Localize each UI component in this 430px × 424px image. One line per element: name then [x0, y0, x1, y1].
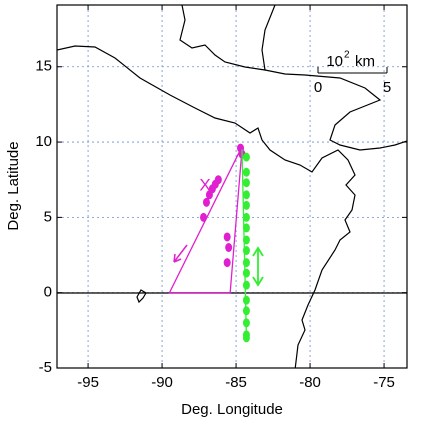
marks	[168, 143, 250, 343]
y-axis-label: Deg. Latitude	[5, 141, 22, 230]
point	[242, 306, 250, 316]
point	[242, 235, 250, 245]
x-axis-label: Deg. Longitude	[181, 401, 283, 418]
track-line	[168, 149, 243, 294]
point	[242, 152, 250, 162]
point	[202, 197, 210, 207]
point	[242, 318, 250, 328]
point	[242, 258, 250, 268]
x-tick-label: -75	[373, 374, 395, 391]
scale-tick-label: 0	[314, 79, 322, 96]
y-tick-label: 5	[44, 208, 52, 225]
point	[242, 268, 250, 278]
y-tick-label: 15	[35, 58, 52, 75]
pacific-coast	[57, 45, 356, 368]
point	[242, 178, 250, 188]
point	[242, 212, 250, 222]
drift-arrow	[173, 244, 188, 263]
caribbean-coast-south	[264, 69, 407, 151]
x-tick-label: -80	[299, 374, 321, 391]
point	[242, 295, 250, 305]
point	[242, 190, 250, 200]
point	[223, 232, 231, 242]
plot-frame	[56, 4, 408, 369]
scale-exponent: 2	[344, 50, 350, 61]
coastlines	[57, 5, 407, 368]
point	[242, 167, 250, 177]
x-tick-label: -85	[225, 374, 247, 391]
x-tick-label: -95	[77, 374, 99, 391]
scale-base: 10	[326, 53, 343, 70]
y-tick-label: 10	[35, 133, 52, 150]
point	[223, 258, 231, 268]
point	[242, 200, 250, 210]
scale-tick-label: 5	[383, 79, 391, 96]
point	[242, 246, 250, 256]
point	[205, 190, 213, 200]
y-tick-label: 0	[44, 284, 52, 301]
caribbean-coast	[179, 5, 276, 71]
scale-bar: 10 2 km 0 5	[314, 50, 391, 96]
point	[242, 280, 250, 290]
galapagos	[136, 289, 147, 304]
point	[225, 243, 233, 253]
point	[200, 212, 208, 222]
y-tick-label: -5	[39, 359, 52, 376]
annotation: X	[199, 175, 210, 194]
point	[242, 223, 250, 233]
range-arrow	[252, 246, 264, 287]
point	[242, 333, 250, 343]
x-tick-label: -90	[151, 374, 173, 391]
scale-unit: km	[355, 53, 375, 70]
